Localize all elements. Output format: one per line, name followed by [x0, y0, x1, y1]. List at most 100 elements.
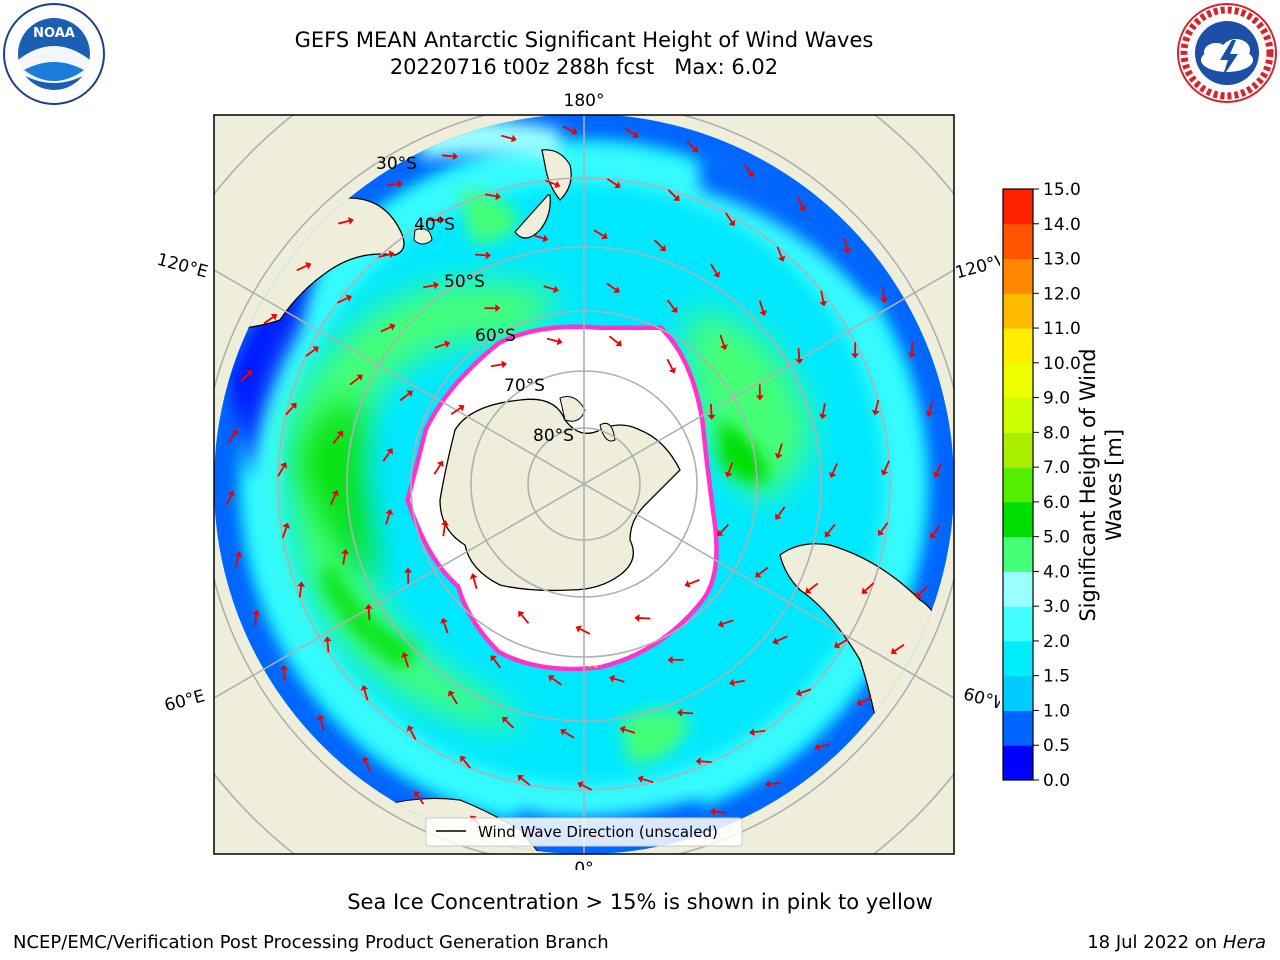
wave-arrow-head	[542, 234, 549, 243]
wave-arrow	[653, 239, 663, 249]
wave-arrow-head	[397, 180, 404, 189]
wave-arrow-head	[388, 250, 395, 259]
wave-arrow	[754, 729, 766, 734]
wave-arrow-head	[458, 404, 465, 412]
wave-arrow	[874, 399, 880, 411]
wave-arrow	[666, 299, 675, 310]
wave-arrow	[843, 238, 849, 250]
wave-arrow-head	[290, 402, 297, 410]
wave-arrow-head	[632, 131, 639, 139]
colorbar-label-line1: Significant Height of Wind	[1076, 348, 1100, 622]
graticule	[214, 115, 954, 854]
wave-arrow-head	[389, 323, 396, 331]
wave-arrow-head	[227, 490, 235, 497]
wave-arrow	[581, 784, 593, 791]
wave-arrow-head	[707, 414, 716, 420]
wave-arrow-head	[877, 529, 885, 536]
wave-arrow	[822, 403, 826, 415]
wave-arrow	[227, 433, 236, 444]
wave-arrow-head	[495, 304, 501, 313]
wind-wave-arrows	[225, 125, 943, 843]
wave-arrow	[423, 284, 435, 289]
wave-arrow	[797, 348, 801, 360]
wave-arrow-head	[440, 520, 449, 526]
wave-arrow	[501, 134, 513, 140]
wave-arrow	[364, 760, 372, 772]
wave-arrow-head	[637, 775, 644, 783]
wave-arrow	[579, 628, 591, 635]
wave-arrow	[743, 163, 752, 174]
wave-arrow	[298, 586, 303, 598]
wave-arrow-head	[777, 255, 786, 262]
wave-arrow	[263, 316, 274, 325]
wave-arrow	[864, 582, 875, 592]
wave-arrow-head	[843, 247, 852, 254]
wave-arrow	[532, 234, 544, 240]
wave-arrow	[928, 401, 934, 413]
wave-arrow-head	[824, 530, 832, 538]
wave-arrow-head	[933, 471, 941, 478]
wave-arrow	[624, 127, 635, 136]
noaa-logo-text: NOAA	[33, 26, 75, 41]
colorbar-tick-label: 10.0	[1043, 354, 1081, 374]
wave-arrow	[225, 494, 233, 506]
wave-arrow	[682, 711, 694, 715]
lat-label-50s: 50°S	[444, 272, 485, 292]
wave-arrow	[624, 728, 636, 734]
wave-arrow-head	[667, 655, 673, 664]
wave-arrow	[725, 212, 733, 223]
wave-arrow-head	[673, 194, 680, 202]
wave-arrow-head	[280, 462, 288, 469]
wave-arrow	[719, 334, 725, 346]
wave-arrow	[796, 196, 804, 208]
wave-arrow	[733, 679, 745, 684]
colorbar-tick-label: 8.0	[1043, 423, 1070, 443]
wave-arrow-head	[601, 232, 608, 240]
lat-label-60s: 60°S	[475, 326, 516, 346]
wave-arrow	[667, 189, 677, 199]
colorbar-tick-label: 0.5	[1043, 736, 1070, 756]
wave-arrow-head	[331, 489, 339, 497]
wave-arrow	[688, 579, 700, 585]
wave-arrow-head	[433, 281, 439, 290]
wave-arrow	[283, 669, 286, 681]
wave-arrow-head	[305, 262, 312, 270]
colorbar-bin	[1003, 745, 1033, 781]
map-frame	[213, 114, 955, 855]
wave-arrow-head	[444, 340, 451, 348]
wave-arrow	[385, 513, 391, 525]
wave-arrow-head	[814, 743, 821, 752]
wave-arrow	[349, 377, 360, 386]
wave-arrow-head	[252, 609, 261, 616]
wave-arrow-head	[518, 611, 525, 618]
wave-arrow-head	[729, 678, 735, 687]
wave-arrow	[416, 794, 425, 805]
colorbar-tick-label: 6.0	[1043, 493, 1070, 513]
antarctica-landmass	[439, 398, 681, 592]
wave-arrow	[450, 407, 461, 415]
wave-arrow-head	[436, 460, 444, 468]
wave-arrow-head	[717, 529, 724, 537]
wave-arrow-head	[795, 358, 804, 365]
wave-arrow-head	[851, 353, 860, 359]
wave-arrow-head	[386, 448, 393, 455]
wave-arrow-head	[385, 509, 394, 516]
nws-logo	[1177, 3, 1277, 103]
wave-arrow-head	[556, 337, 563, 346]
colorbar-bin	[1003, 710, 1033, 746]
wave-arrow-head	[548, 675, 555, 682]
lon-label-top: 180°	[564, 91, 605, 111]
wave-arrow-head	[724, 471, 733, 478]
wave-arrow	[319, 718, 325, 730]
wave-arrow	[234, 555, 240, 567]
wave-arrow	[332, 434, 341, 444]
footer-branch: NCEP/EMC/Verification Post Processing Pr…	[13, 932, 609, 953]
colorbar-bin	[1003, 467, 1033, 503]
wave-arrow-head	[755, 395, 764, 401]
wave-arrow	[880, 522, 889, 533]
wave-arrow	[776, 635, 788, 642]
colorbar-tick-label: 9.0	[1043, 389, 1070, 409]
wave-arrow-head	[775, 513, 782, 520]
wave-arrow-head	[577, 781, 584, 789]
colorbar-tick-label: 11.0	[1043, 319, 1081, 339]
